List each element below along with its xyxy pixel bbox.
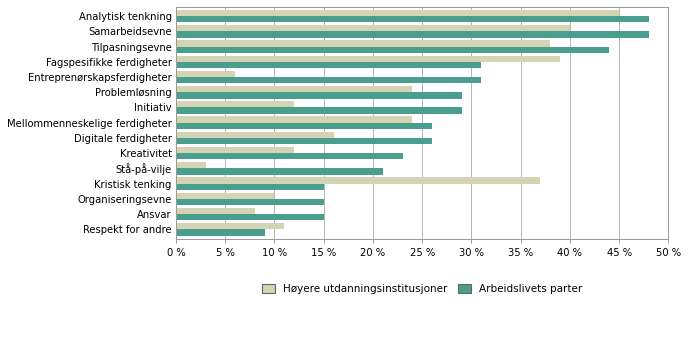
Bar [176, 25, 570, 31]
Bar [176, 10, 619, 16]
Bar [176, 184, 324, 190]
Bar [176, 77, 482, 83]
Bar [176, 132, 334, 138]
Bar [176, 123, 432, 129]
Bar [176, 177, 541, 184]
Bar [176, 31, 649, 38]
Bar [176, 193, 275, 199]
Legend: Høyere utdanningsinstitusjoner, Arbeidslivets parter: Høyere utdanningsinstitusjoner, Arbeidsl… [258, 280, 586, 298]
Bar [176, 16, 649, 22]
Bar [176, 147, 294, 153]
Bar [176, 138, 432, 144]
Bar [176, 47, 610, 53]
Bar [176, 208, 255, 214]
Bar [176, 62, 482, 68]
Bar [176, 71, 235, 77]
Bar [176, 214, 324, 220]
Bar [176, 153, 402, 160]
Bar [176, 229, 265, 236]
Bar [176, 101, 294, 108]
Bar [176, 92, 462, 99]
Bar [176, 117, 412, 123]
Bar [176, 40, 550, 47]
Bar [176, 55, 560, 62]
Bar [176, 108, 462, 114]
Bar [176, 199, 324, 205]
Bar [176, 223, 284, 229]
Bar [176, 169, 383, 175]
Bar [176, 86, 412, 92]
Bar [176, 162, 206, 169]
